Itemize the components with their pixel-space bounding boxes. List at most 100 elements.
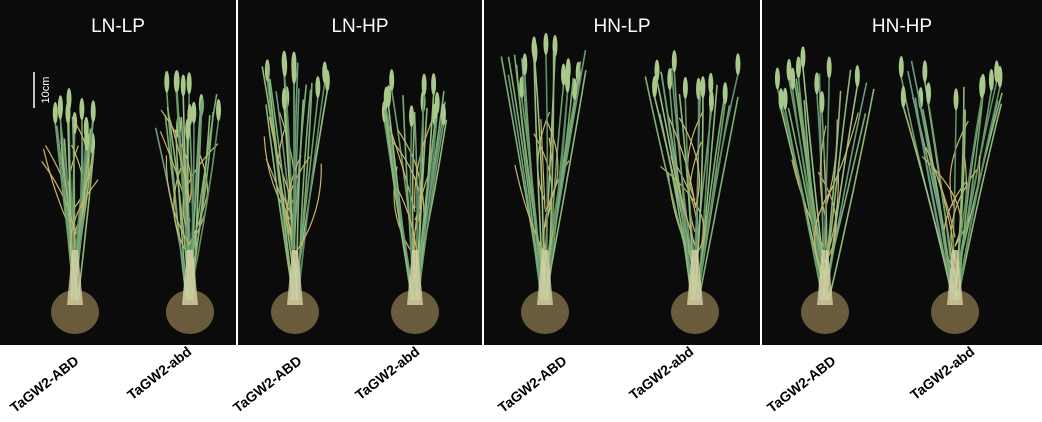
base [287,250,303,305]
spike [531,36,537,59]
spike [708,89,714,112]
spike [565,70,571,93]
leaf [514,164,546,256]
stem [956,86,1001,301]
leaf [544,121,559,213]
leaf [678,117,701,209]
roots [391,290,439,334]
leaf [814,184,835,276]
leaf [824,119,838,210]
spike [216,98,222,121]
stem [910,60,954,301]
stem [164,114,188,301]
plant [41,87,99,334]
spike [997,65,1003,88]
leaf [791,159,826,250]
spike [561,63,567,86]
roots [801,290,849,334]
leaf [414,118,434,209]
base [67,250,83,305]
roots [166,290,214,334]
spike [174,70,180,93]
stem [697,96,739,301]
spike [654,59,660,82]
roots [271,290,319,334]
scale-bar-label: 10cm [40,77,52,104]
leaf [819,125,827,216]
spike [898,56,904,79]
stem [828,88,875,301]
base [407,250,423,305]
roots [931,290,979,334]
leaf [167,112,191,203]
roots [671,290,719,334]
spike [180,74,186,97]
stem [297,82,326,301]
spike [52,101,58,124]
panel-title: HN-LP [593,16,650,37]
spike [79,98,85,121]
leaf [925,146,956,238]
stem [673,71,693,301]
spike [671,50,677,73]
leaf [540,119,546,210]
spike [700,76,706,99]
plant [154,70,222,334]
stem [507,74,543,301]
spike [282,55,288,78]
spike [708,72,714,95]
leaf [165,155,191,246]
spike [90,100,96,123]
spike [389,69,395,92]
leaf [670,155,696,246]
spike [786,58,792,81]
spike [65,101,71,124]
spike [409,105,415,128]
spike [552,34,558,57]
spike [979,76,985,99]
base [537,250,553,305]
plant [774,46,875,334]
panel-title: HN-HP [872,16,932,37]
spike [988,69,994,92]
spike [57,97,63,120]
spike [953,88,959,111]
panel-title: LN-LP [91,16,145,37]
spike [667,68,673,91]
spike [854,65,860,88]
base [817,250,833,305]
spike [191,101,197,124]
spike [819,91,825,114]
spike [164,70,170,93]
spike [84,128,90,151]
spike [281,87,287,110]
plant [898,56,1003,334]
plant [500,32,587,334]
spike [383,86,389,109]
leaf [263,136,296,227]
stem [902,106,954,301]
spike [926,82,932,105]
spike [778,88,784,111]
stem [385,115,414,301]
base [947,250,963,305]
spike [826,56,832,79]
stem [544,70,587,301]
spike [922,60,928,83]
plant [261,50,330,334]
roots [521,290,569,334]
spike [652,75,658,98]
spike [185,118,191,141]
plant [381,69,448,334]
spike [291,61,297,84]
spike [421,73,427,96]
spike [315,76,321,99]
spike [782,87,788,110]
leaf [287,155,302,246]
spike [900,85,906,108]
base [182,250,198,305]
spike [543,32,549,55]
spike [522,53,528,76]
